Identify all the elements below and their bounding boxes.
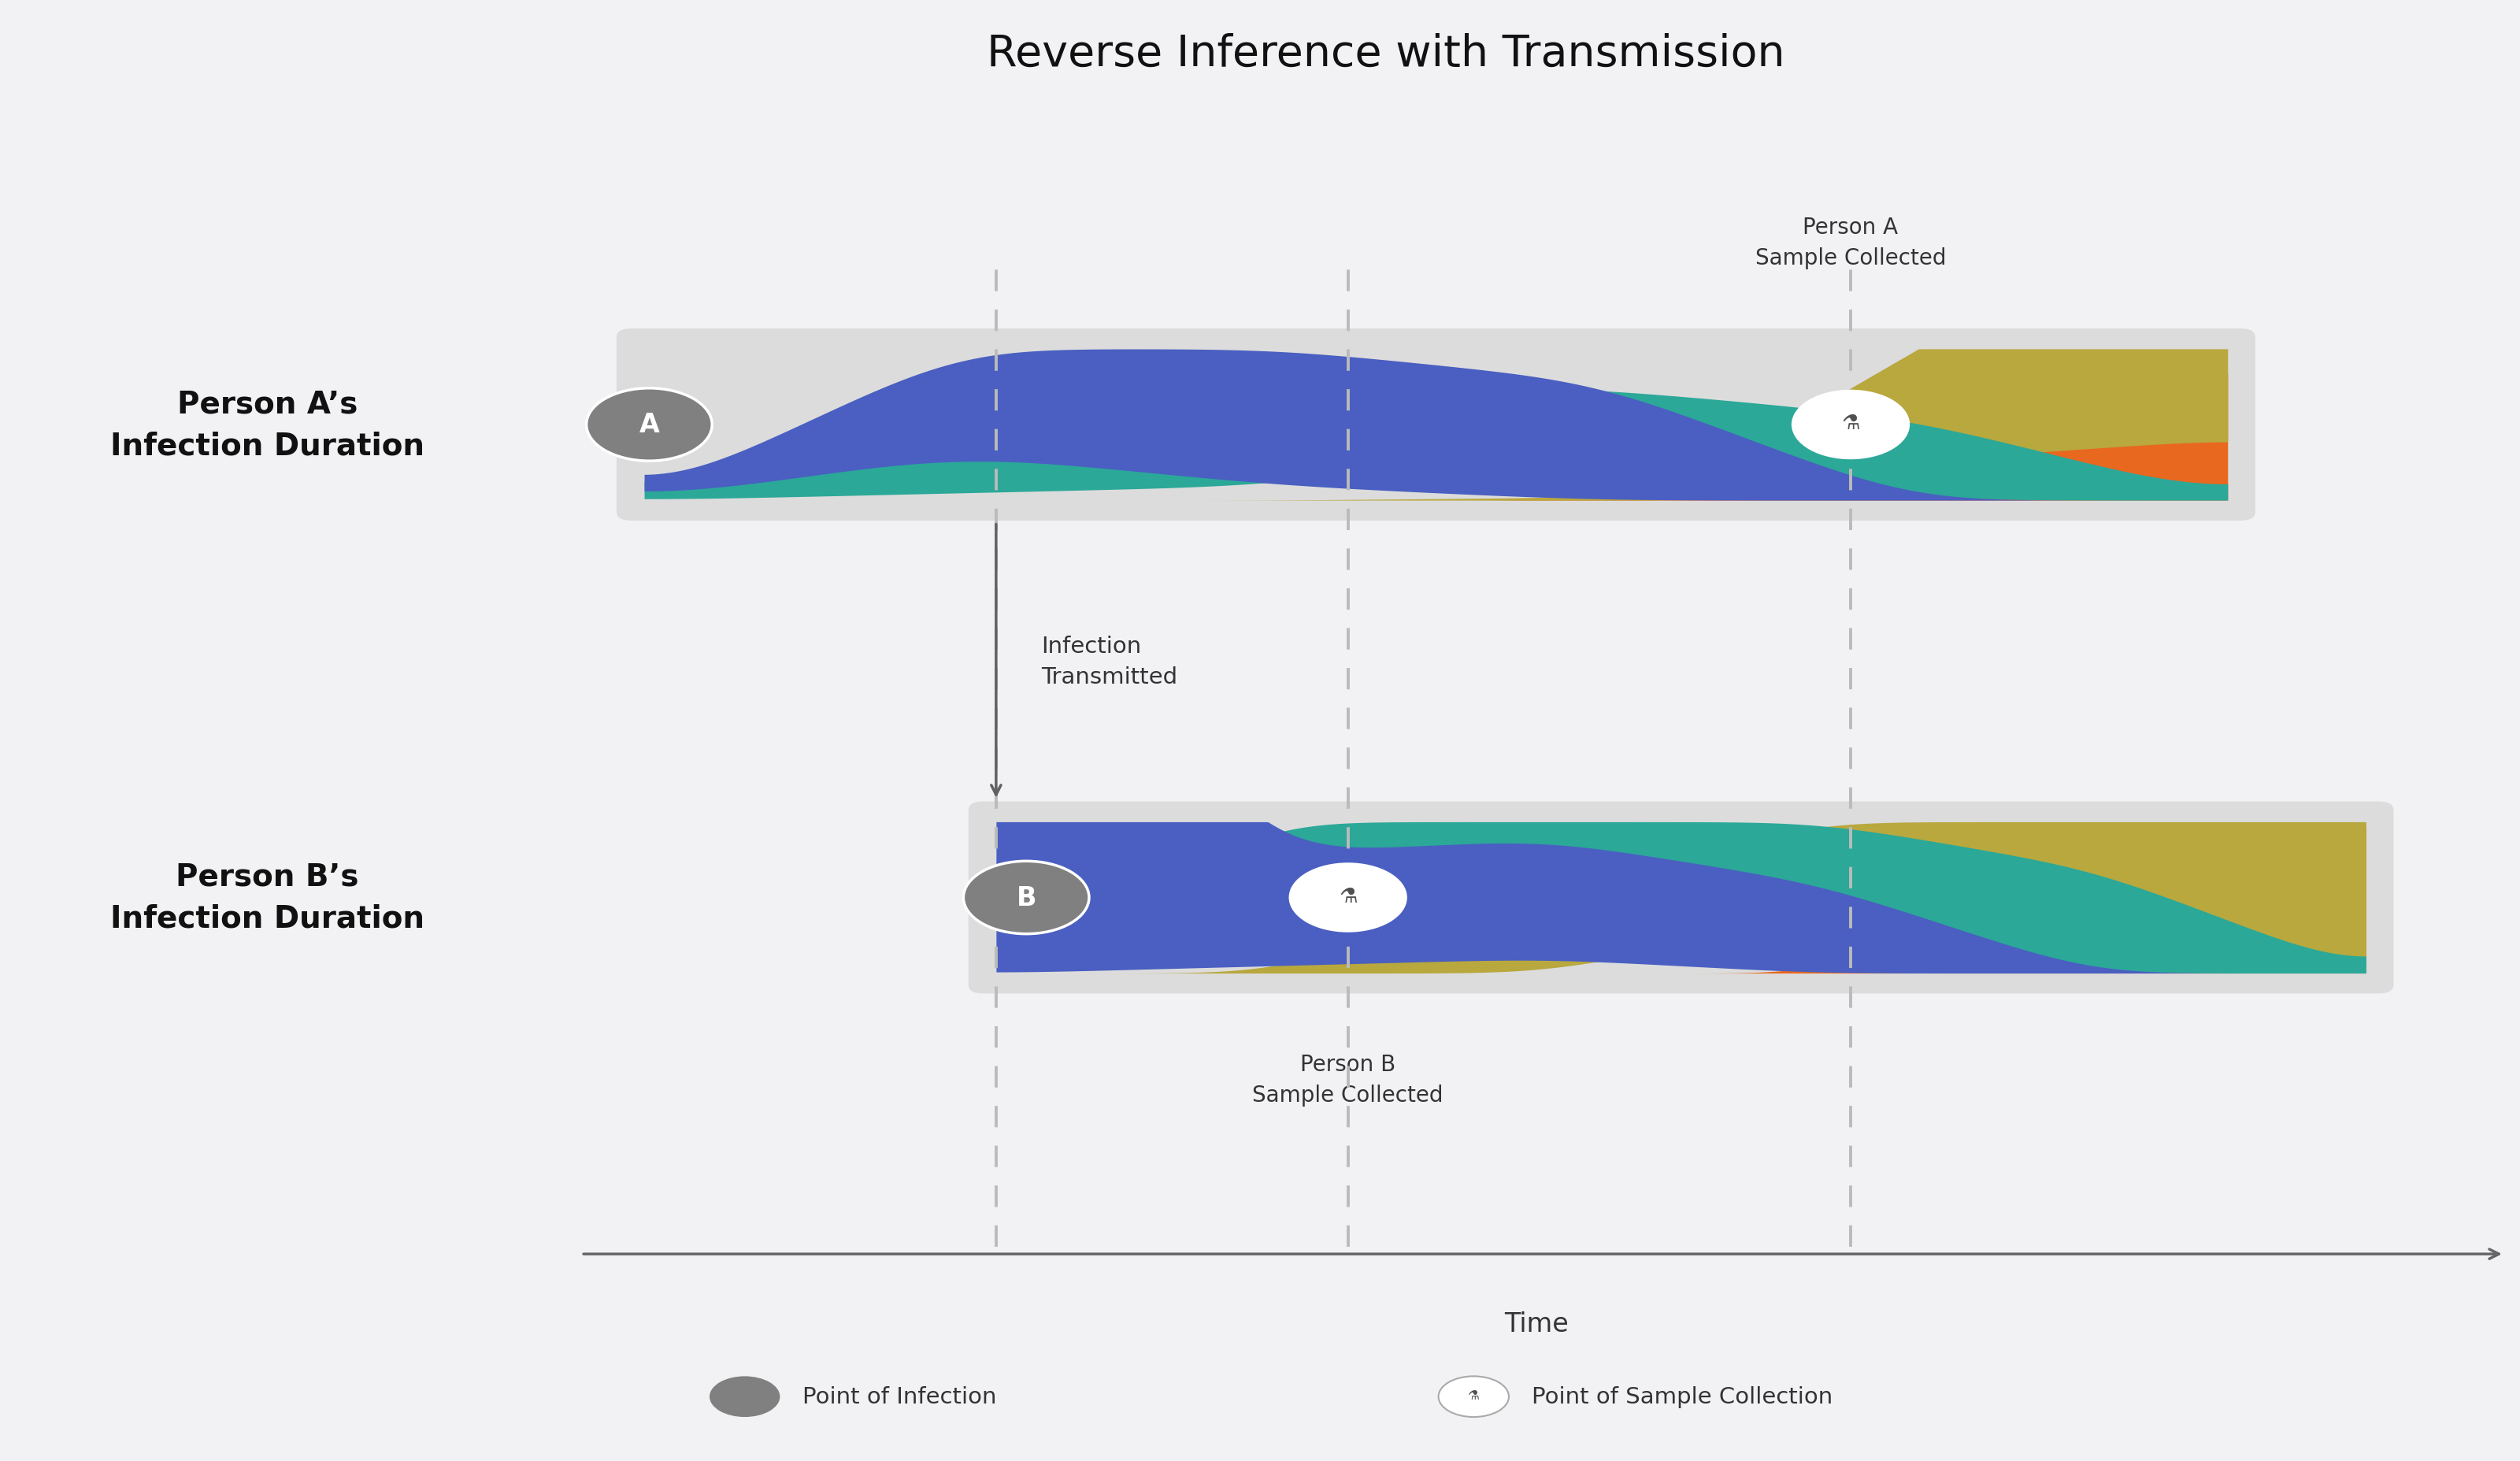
Text: ⚗: ⚗: [1467, 1388, 1479, 1403]
Circle shape: [711, 1376, 779, 1417]
Text: ⚗: ⚗: [1842, 413, 1860, 434]
Text: Person B’s
Infection Duration: Person B’s Infection Duration: [111, 862, 423, 934]
Text: A: A: [640, 412, 660, 438]
Circle shape: [1792, 392, 1908, 459]
FancyBboxPatch shape: [968, 802, 2394, 993]
Text: Point of Sample Collection: Point of Sample Collection: [1532, 1385, 1832, 1407]
Text: Infection
Transmitted: Infection Transmitted: [1041, 636, 1177, 688]
Text: B: B: [1016, 885, 1036, 910]
Text: Person A
Sample Collected: Person A Sample Collected: [1754, 216, 1945, 269]
Circle shape: [1439, 1376, 1509, 1417]
Text: Reverse Inference with Transmission: Reverse Inference with Transmission: [985, 34, 1784, 76]
Text: Time: Time: [1504, 1311, 1567, 1337]
Text: ⚗: ⚗: [1338, 885, 1358, 906]
Text: Person A’s
Infection Duration: Person A’s Infection Duration: [111, 389, 423, 460]
Text: Person B
Sample Collected: Person B Sample Collected: [1252, 1053, 1444, 1106]
FancyBboxPatch shape: [617, 329, 2255, 522]
Circle shape: [587, 389, 713, 462]
Text: Point of Infection: Point of Infection: [801, 1385, 998, 1407]
Circle shape: [963, 862, 1089, 934]
Circle shape: [1290, 865, 1406, 931]
